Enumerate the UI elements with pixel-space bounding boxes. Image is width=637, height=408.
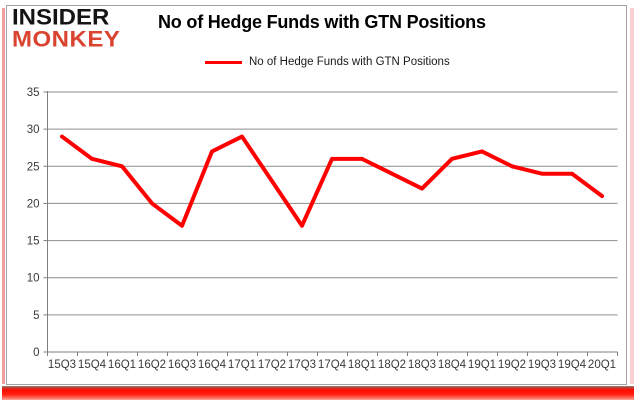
x-axis-label: 18Q4 [438, 359, 467, 371]
y-axis-label: 20 [27, 198, 40, 210]
legend-label: No of Hedge Funds with GTN Positions [249, 56, 450, 68]
left-edge-accent [2, 8, 5, 384]
x-axis-label: 20Q1 [588, 359, 616, 371]
y-axis-label: 30 [27, 124, 40, 136]
x-axis-label: 16Q2 [138, 359, 166, 371]
x-axis-label: 16Q3 [168, 359, 196, 371]
y-axis-label: 10 [27, 273, 40, 285]
logo-text-insider: INSIDER [12, 5, 110, 31]
x-axis-label: 15Q3 [48, 359, 76, 371]
x-axis-label: 18Q1 [348, 359, 376, 371]
x-axis-label: 19Q1 [468, 359, 496, 371]
y-axis-label: 0 [33, 347, 39, 359]
right-edge-accent [630, 8, 634, 384]
y-axis-label: 35 [27, 87, 40, 99]
y-axis-label: 15 [27, 236, 40, 248]
insider-monkey-logo: INSIDER MONKEY [12, 5, 121, 53]
chart-legend: No of Hedge Funds with GTN Positions [205, 56, 450, 68]
x-axis-label: 19Q4 [558, 359, 587, 371]
series-line [60, 134, 604, 228]
x-axis-label: 17Q3 [288, 359, 316, 371]
x-axis-label: 16Q1 [108, 359, 136, 371]
y-axis-label: 25 [27, 161, 40, 173]
x-axis-label: 19Q2 [498, 359, 526, 371]
x-axis-label: 15Q4 [78, 359, 107, 371]
x-axis-label: 16Q4 [198, 359, 227, 371]
x-axis-label: 17Q1 [228, 359, 256, 371]
x-axis-label: 17Q4 [318, 359, 347, 371]
x-axis-label: 18Q2 [378, 359, 406, 371]
logo-text-monkey: MONKEY [12, 27, 121, 53]
chart-title: No of Hedge Funds with GTN Positions [158, 12, 486, 32]
x-axis-label: 17Q2 [258, 359, 286, 371]
x-axis-label: 18Q3 [408, 359, 436, 371]
x-axis-label: 19Q3 [528, 359, 556, 371]
legend-line-swatch [205, 60, 242, 64]
bottom-red-bar [2, 386, 634, 400]
y-axis-label: 5 [33, 310, 39, 322]
